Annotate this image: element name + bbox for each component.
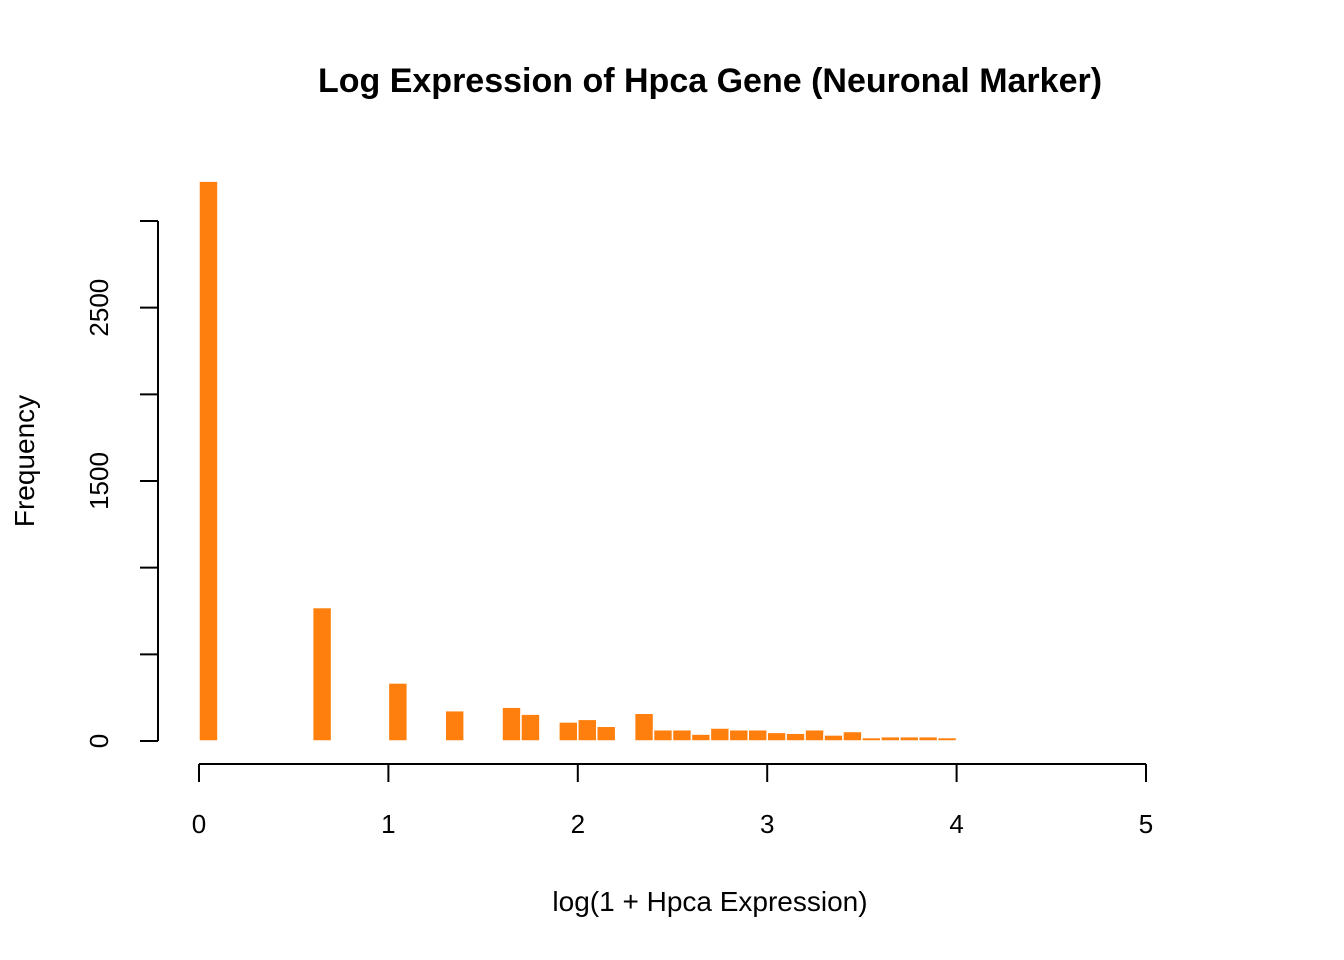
- y-axis-label: Frequency: [9, 395, 40, 527]
- histogram-bar: [728, 728, 750, 742]
- x-axis-label: log(1 + Hpca Expression): [552, 886, 867, 917]
- y-tick-label: 1500: [84, 452, 114, 510]
- histogram-bar: [558, 721, 579, 742]
- histogram-bar: [652, 728, 674, 742]
- histogram-bar: [501, 706, 522, 742]
- histogram-bar: [633, 712, 655, 742]
- histogram-bar: [936, 736, 958, 742]
- histogram-bar: [690, 733, 712, 742]
- chart-title: Log Expression of Hpca Gene (Neuronal Ma…: [318, 62, 1102, 100]
- histogram-bar: [766, 731, 787, 742]
- histogram-bar: [955, 738, 977, 742]
- histogram-bar: [804, 728, 825, 742]
- x-tick-label: 1: [381, 809, 395, 839]
- histogram-bar: [899, 735, 920, 742]
- x-tick-label: 5: [1139, 809, 1153, 839]
- histogram-bar: [444, 709, 465, 742]
- x-axis: 0 1 2 3 4 5: [192, 763, 1153, 839]
- histogram-bar: [842, 730, 863, 742]
- y-tick-label: 2500: [84, 279, 114, 337]
- histogram-bar: [823, 734, 844, 742]
- histogram-bar: [747, 728, 768, 742]
- y-tick-label: 0: [84, 734, 114, 748]
- histogram-bar: [880, 735, 901, 742]
- histogram-bar: [520, 713, 541, 742]
- histogram-bar: [861, 736, 882, 742]
- histogram-bar: [198, 180, 219, 742]
- histogram-bar: [577, 718, 598, 742]
- histogram-bar: [671, 728, 693, 742]
- histogram-bar: [311, 606, 333, 742]
- y-axis: 0 1500 2500: [84, 220, 159, 748]
- histogram-bar: [785, 732, 806, 742]
- x-tick-label: 4: [949, 809, 963, 839]
- histogram-bar: [709, 727, 731, 742]
- histogram-bar: [917, 735, 939, 742]
- histogram-bar: [595, 725, 617, 742]
- x-tick-label: 0: [192, 809, 206, 839]
- bars-group: [198, 180, 977, 742]
- x-tick-label: 3: [760, 809, 774, 839]
- x-tick-label: 2: [571, 809, 585, 839]
- histogram-bar: [387, 682, 409, 742]
